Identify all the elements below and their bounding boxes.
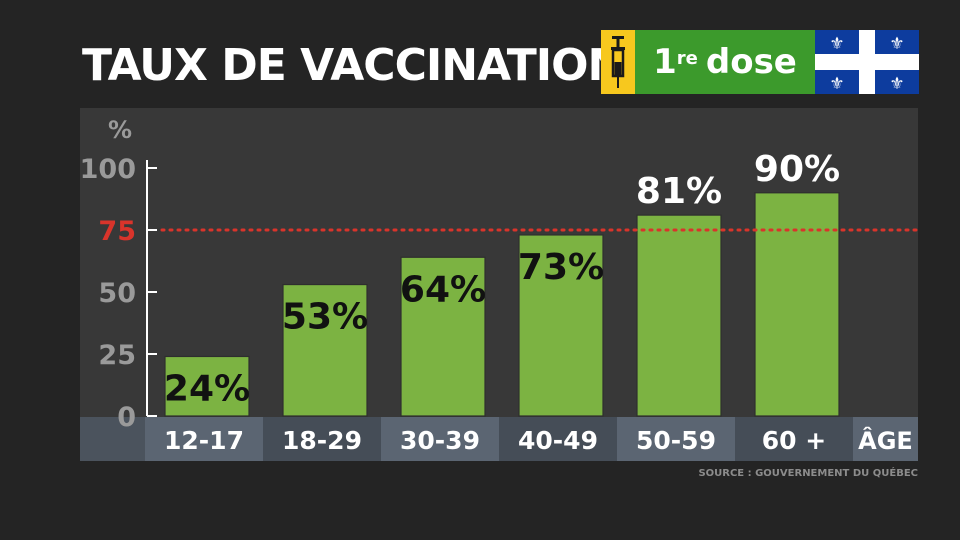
quebec-flag-icon: ⚜ ⚜ ⚜ ⚜ [815,30,919,94]
x-tick-label: 40-49 [518,426,598,455]
category-cell [499,417,617,461]
x-axis-label: ÂGE [858,426,913,455]
y-axis-label: % [108,116,132,144]
svg-text:⚜: ⚜ [889,34,904,54]
data-label: 90% [754,149,840,190]
bar [282,283,368,417]
category-cell [145,417,263,461]
svg-text:⚜: ⚜ [829,74,844,94]
syringe-icon [601,30,635,94]
y-tick-label: 0 [117,402,136,433]
dose-word: dose [705,42,797,82]
category-cell [735,417,853,461]
svg-text:⚜: ⚜ [889,74,904,94]
x-tick-label: 12-17 [164,426,244,455]
data-label: 73% [518,247,604,288]
data-label: 81% [636,171,722,212]
bar [164,355,250,417]
page-title: TAUX DE VACCINATION [82,40,624,91]
bar [636,214,722,417]
x-axis-label-cell [853,417,918,461]
category-band-left [80,417,145,461]
bar [400,256,486,417]
dose-badge: 1 re dose ⚜ ⚜ ⚜ ⚜ [601,30,919,94]
dose-suffix: re [676,47,698,69]
x-tick-label: 50-59 [636,426,716,455]
dose-label: 1 re dose [635,30,815,94]
x-tick-label: 18-29 [282,426,362,455]
dose-number: 1 [653,42,677,82]
data-label: 24% [164,368,250,409]
category-cell [263,417,381,461]
data-label: 53% [282,297,368,338]
source-note: SOURCE : GOUVERNEMENT DU QUÉBEC [698,468,918,479]
svg-text:⚜: ⚜ [829,34,844,54]
bar [518,234,604,417]
category-cell [617,417,735,461]
y-tick-label: 100 [80,154,136,185]
x-tick-label: 60 + [762,426,826,455]
y-tick-label: 25 [98,340,136,371]
bar [754,192,840,417]
y-tick-label: 75 [98,216,136,247]
y-tick-label: 50 [98,278,136,309]
data-label: 64% [400,269,486,310]
category-cell [381,417,499,461]
x-tick-label: 30-39 [400,426,480,455]
